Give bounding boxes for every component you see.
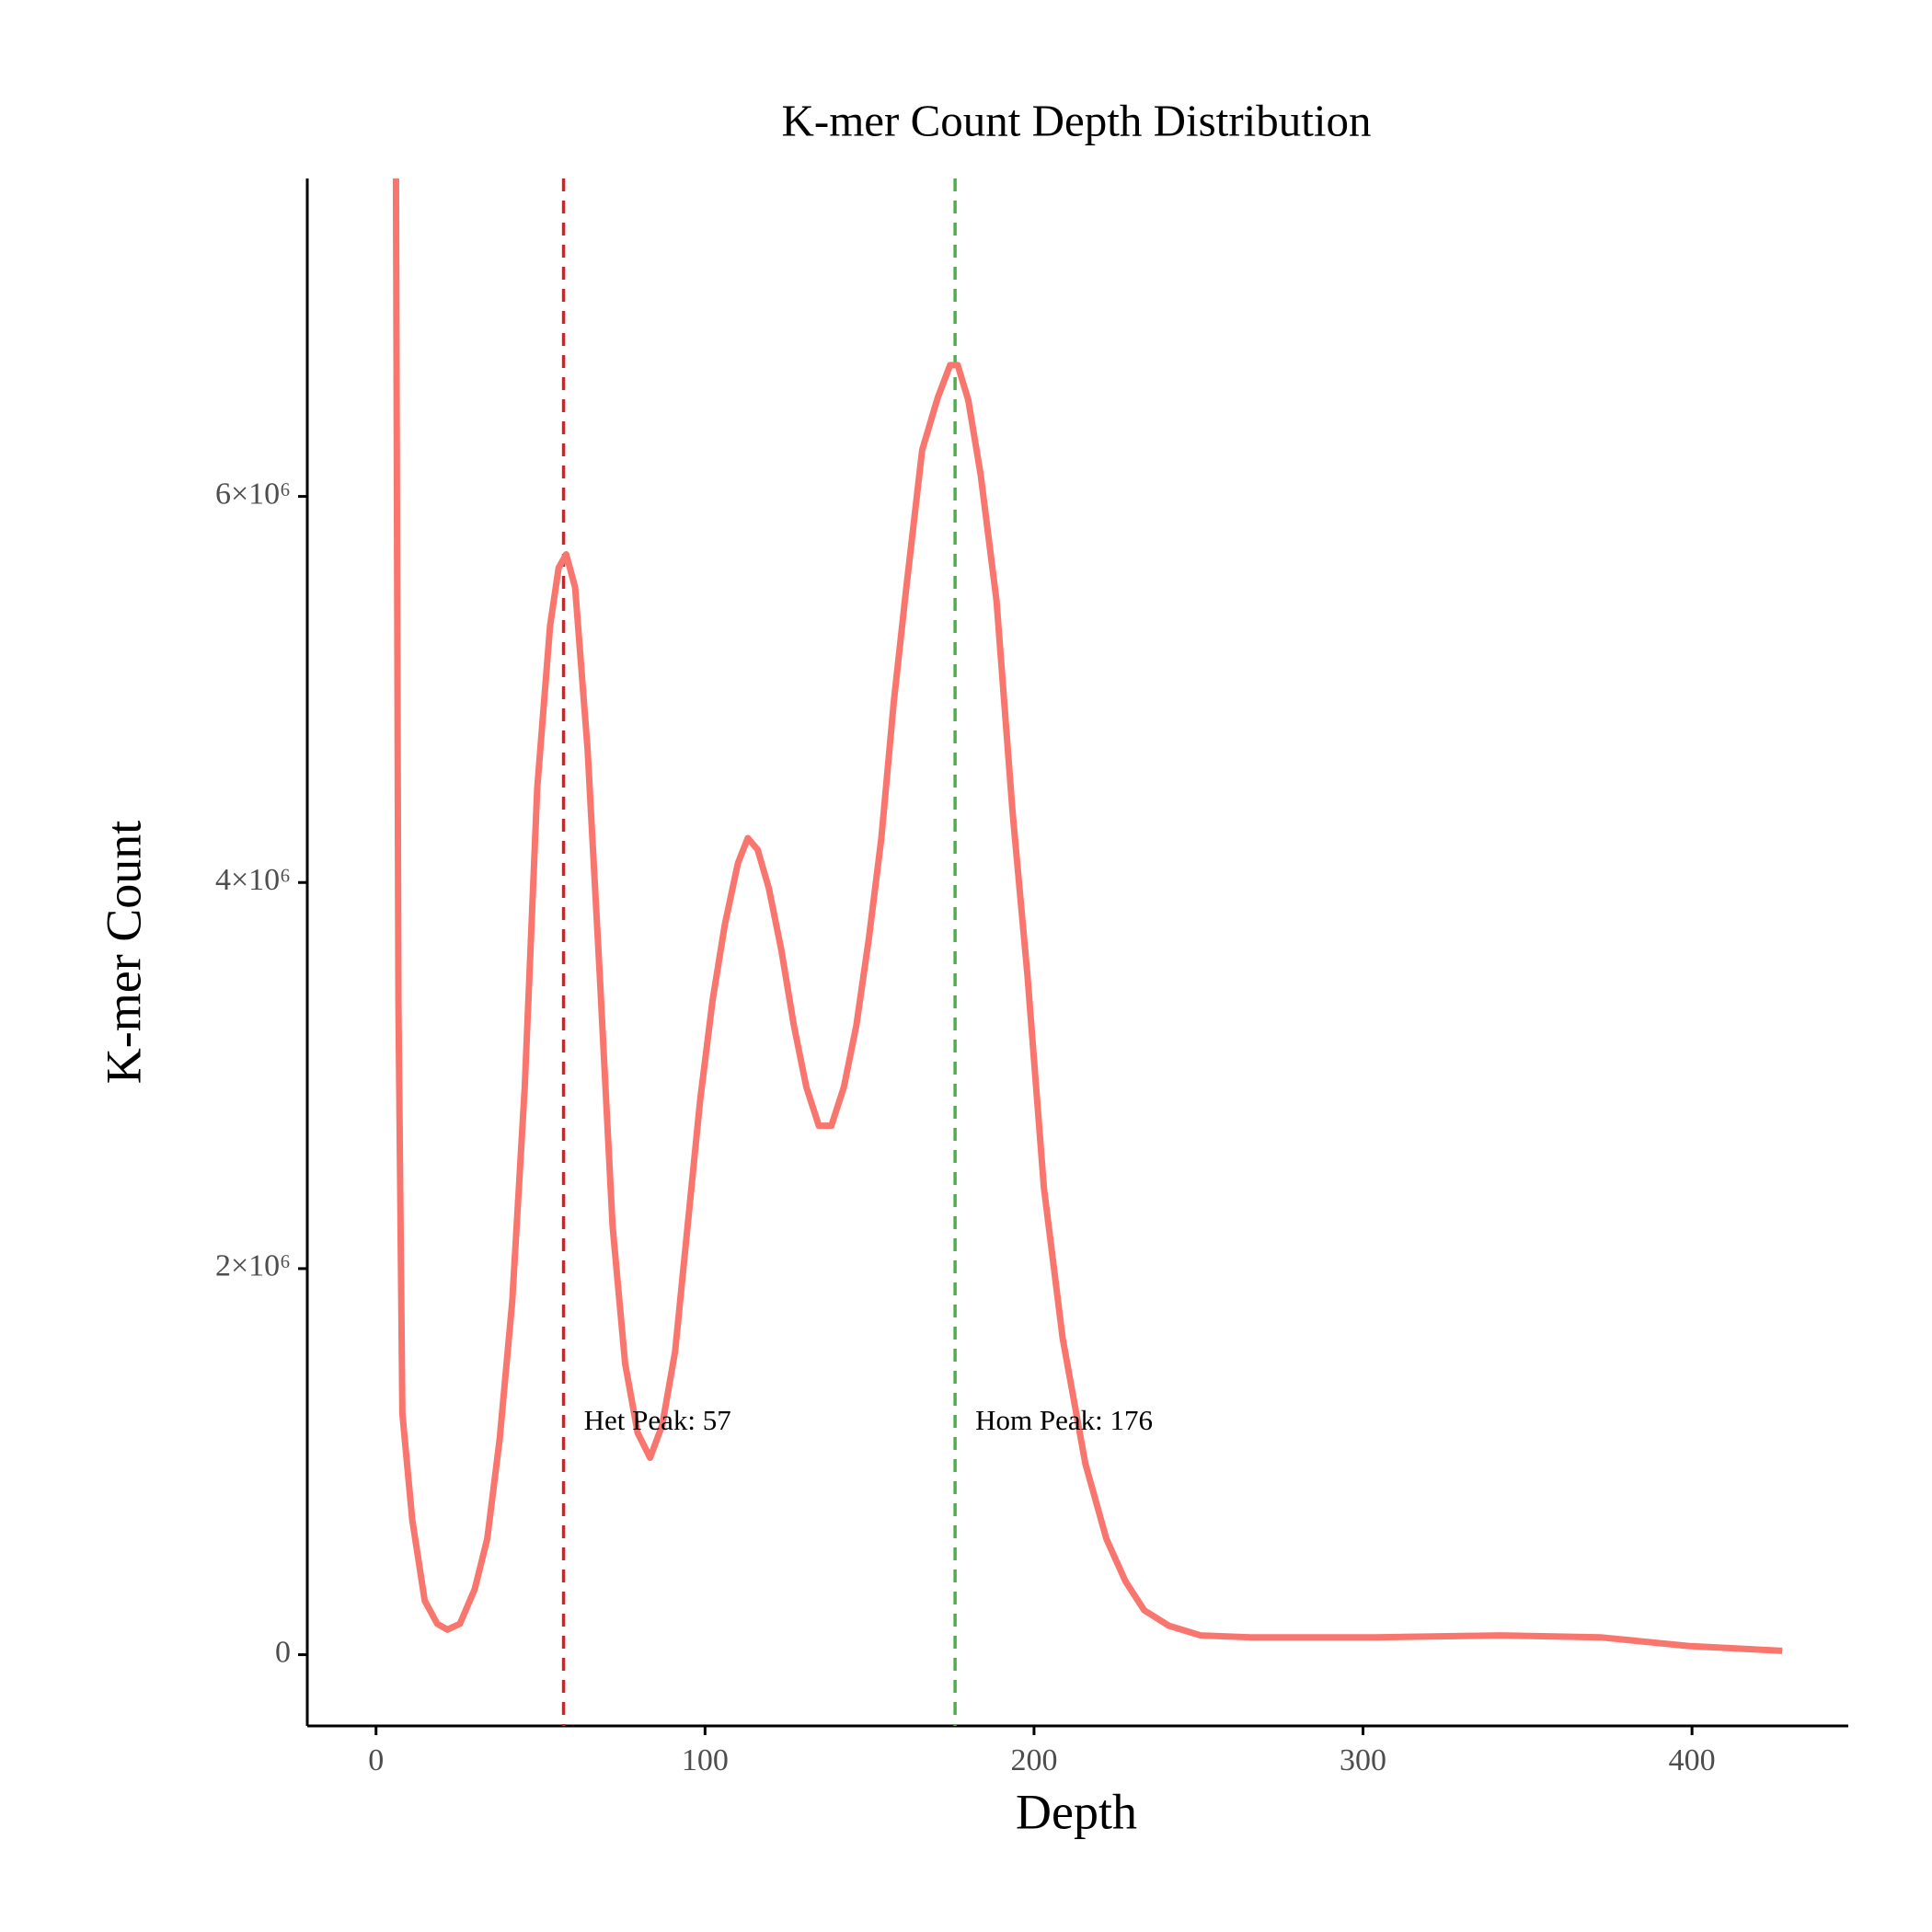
chart-title: K-mer Count Depth Distribution [781, 95, 1371, 145]
x-tick-label: 400 [1669, 1743, 1716, 1777]
y-tick-label: 6×10⁶ [215, 477, 291, 511]
y-axis-title: K-mer Count [96, 821, 151, 1084]
x-tick-label: 100 [682, 1743, 729, 1777]
data-line [392, 178, 1783, 1654]
x-tick-label: 300 [1340, 1743, 1386, 1777]
y-tick-label: 4×10⁶ [215, 863, 291, 897]
x-axis-title: Depth [1016, 1784, 1137, 1839]
peak-label: Het Peak: 57 [584, 1404, 731, 1436]
x-tick-label: 0 [368, 1743, 384, 1777]
x-tick-label: 200 [1010, 1743, 1057, 1777]
y-tick-label: 0 [275, 1635, 291, 1669]
y-tick-label: 2×10⁶ [215, 1249, 291, 1283]
peak-label: Hom Peak: 176 [975, 1404, 1153, 1436]
